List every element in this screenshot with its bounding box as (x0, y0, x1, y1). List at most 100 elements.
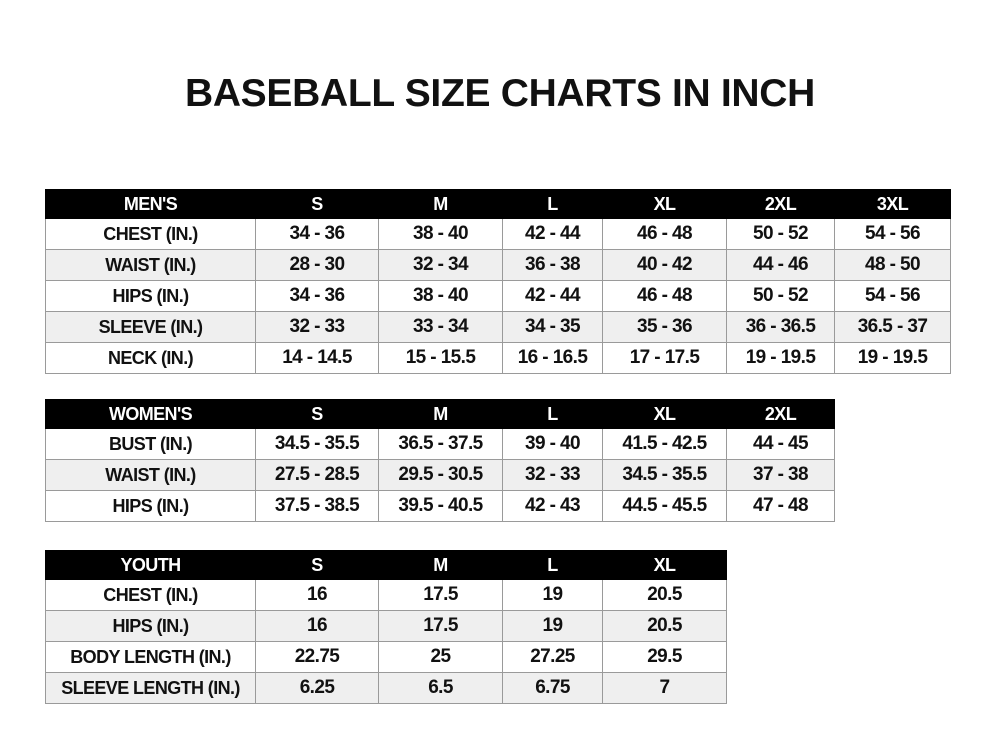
table-cell: 36 - 38 (502, 249, 603, 281)
mens-size-table: MEN'S S M L XL 2XL 3XL CHEST (IN.) 34 - 36 38 - 4… (45, 189, 951, 374)
table-cell: 16 (255, 610, 379, 642)
table-cell: 29.5 (602, 641, 727, 673)
size-header: L (502, 399, 603, 429)
table-row: HIPS (IN.) 37.5 - 38.5 39.5 - 40.5 42 - 43 4… (45, 490, 835, 522)
table-cell: 32 - 33 (502, 459, 603, 491)
size-header: XL (602, 550, 727, 580)
table-title: WOMEN'S (45, 399, 256, 429)
row-label: WAIST (IN.) (45, 459, 256, 491)
table-cell: 46 - 48 (602, 218, 727, 250)
row-label: HIPS (IN.) (45, 490, 256, 522)
table-row: SLEEVE (IN.) 32 - 33 33 - 34 34 - 35 35 - 36… (45, 311, 951, 343)
size-header: L (502, 189, 603, 219)
table-row: HIPS (IN.) 34 - 36 38 - 40 42 - 44 46 - 48 50… (45, 280, 951, 312)
table-row: CHEST (IN.) 16 17.5 19 20.5 (45, 579, 727, 611)
table-cell: 19 - 19.5 (834, 342, 951, 374)
table-cell: 6.75 (502, 672, 603, 704)
table-cell: 42 - 44 (502, 218, 603, 250)
table-cell: 42 - 43 (502, 490, 603, 522)
table-cell: 38 - 40 (378, 280, 503, 312)
table-cell: 6.25 (255, 672, 379, 704)
size-header: XL (602, 399, 727, 429)
table-cell: 34.5 - 35.5 (602, 459, 727, 491)
table-cell: 36 - 36.5 (726, 311, 835, 343)
table-cell: 40 - 42 (602, 249, 727, 281)
table-cell: 44.5 - 45.5 (602, 490, 727, 522)
table-cell: 48 - 50 (834, 249, 951, 281)
table-cell: 17 - 17.5 (602, 342, 727, 374)
size-header: M (378, 189, 503, 219)
table-cell: 7 (602, 672, 727, 704)
table-cell: 16 (255, 579, 379, 611)
table-cell: 44 - 46 (726, 249, 835, 281)
table-cell: 50 - 52 (726, 280, 835, 312)
table-cell: 39.5 - 40.5 (378, 490, 503, 522)
row-label: HIPS (IN.) (45, 610, 256, 642)
table-row: BODY LENGTH (IN.) 22.75 25 27.25 29.5 (45, 641, 727, 673)
size-header: XL (602, 189, 727, 219)
table-cell: 29.5 - 30.5 (378, 459, 503, 491)
size-header: 3XL (834, 189, 951, 219)
row-label: NECK (IN.) (45, 342, 256, 374)
table-cell: 54 - 56 (834, 280, 951, 312)
table-cell: 15 - 15.5 (378, 342, 503, 374)
row-label: SLEEVE (IN.) (45, 311, 256, 343)
womens-size-table: WOMEN'S S M L XL 2XL BUST (IN.) 34.5 - 35.5 36.5… (45, 399, 835, 522)
table-row: SLEEVE LENGTH (IN.) 6.25 6.5 6.75 7 (45, 672, 727, 704)
table-cell: 20.5 (602, 579, 727, 611)
table-cell: 38 - 40 (378, 218, 503, 250)
table-cell: 35 - 36 (602, 311, 727, 343)
size-header: S (255, 550, 379, 580)
table-cell: 34 - 36 (255, 280, 379, 312)
row-label: HIPS (IN.) (45, 280, 256, 312)
row-label: CHEST (IN.) (45, 218, 256, 250)
youth-size-table: YOUTH S M L XL CHEST (IN.) 16 17.5 19 20.5 HIPS (I… (45, 550, 727, 704)
row-label: BUST (IN.) (45, 428, 256, 460)
row-label: CHEST (IN.) (45, 579, 256, 611)
table-cell: 34 - 36 (255, 218, 379, 250)
table-cell: 19 (502, 579, 603, 611)
table-cell: 36.5 - 37.5 (378, 428, 503, 460)
row-label: WAIST (IN.) (45, 249, 256, 281)
table-cell: 19 - 19.5 (726, 342, 835, 374)
size-header: M (378, 550, 503, 580)
page-title: BASEBALL SIZE CHARTS IN INCH (184, 72, 816, 115)
table-cell: 28 - 30 (255, 249, 379, 281)
table-row: BUST (IN.) 34.5 - 35.5 36.5 - 37.5 39 - 40 4… (45, 428, 835, 460)
table-cell: 17.5 (378, 579, 503, 611)
table-cell: 20.5 (602, 610, 727, 642)
table-cell: 37.5 - 38.5 (255, 490, 379, 522)
table-cell: 34 - 35 (502, 311, 603, 343)
table-cell: 27.25 (502, 641, 603, 673)
header-row: YOUTH S M L XL (45, 550, 727, 580)
table-cell: 34.5 - 35.5 (255, 428, 379, 460)
table-cell: 36.5 - 37 (834, 311, 951, 343)
table-row: HIPS (IN.) 16 17.5 19 20.5 (45, 610, 727, 642)
table-cell: 47 - 48 (726, 490, 835, 522)
table-row: WAIST (IN.) 27.5 - 28.5 29.5 - 30.5 32 - 33… (45, 459, 835, 491)
table-cell: 44 - 45 (726, 428, 835, 460)
row-label: BODY LENGTH (IN.) (45, 641, 256, 673)
header-row: MEN'S S M L XL 2XL 3XL (45, 189, 951, 219)
table-cell: 6.5 (378, 672, 503, 704)
size-header: S (255, 399, 379, 429)
table-cell: 41.5 - 42.5 (602, 428, 727, 460)
size-header: M (378, 399, 503, 429)
table-row: CHEST (IN.) 34 - 36 38 - 40 42 - 44 46 - 48 5… (45, 218, 951, 250)
table-cell: 19 (502, 610, 603, 642)
table-cell: 39 - 40 (502, 428, 603, 460)
table-cell: 16 - 16.5 (502, 342, 603, 374)
table-title: MEN'S (45, 189, 256, 219)
table-cell: 46 - 48 (602, 280, 727, 312)
table-cell: 54 - 56 (834, 218, 951, 250)
table-cell: 27.5 - 28.5 (255, 459, 379, 491)
size-header: 2XL (726, 189, 835, 219)
table-cell: 22.75 (255, 641, 379, 673)
header-row: WOMEN'S S M L XL 2XL (45, 399, 835, 429)
table-cell: 37 - 38 (726, 459, 835, 491)
table-row: NECK (IN.) 14 - 14.5 15 - 15.5 16 - 16.5 17 … (45, 342, 951, 374)
table-row: WAIST (IN.) 28 - 30 32 - 34 36 - 38 40 - 42 4… (45, 249, 951, 281)
table-cell: 33 - 34 (378, 311, 503, 343)
table-cell: 32 - 33 (255, 311, 379, 343)
size-header: L (502, 550, 603, 580)
